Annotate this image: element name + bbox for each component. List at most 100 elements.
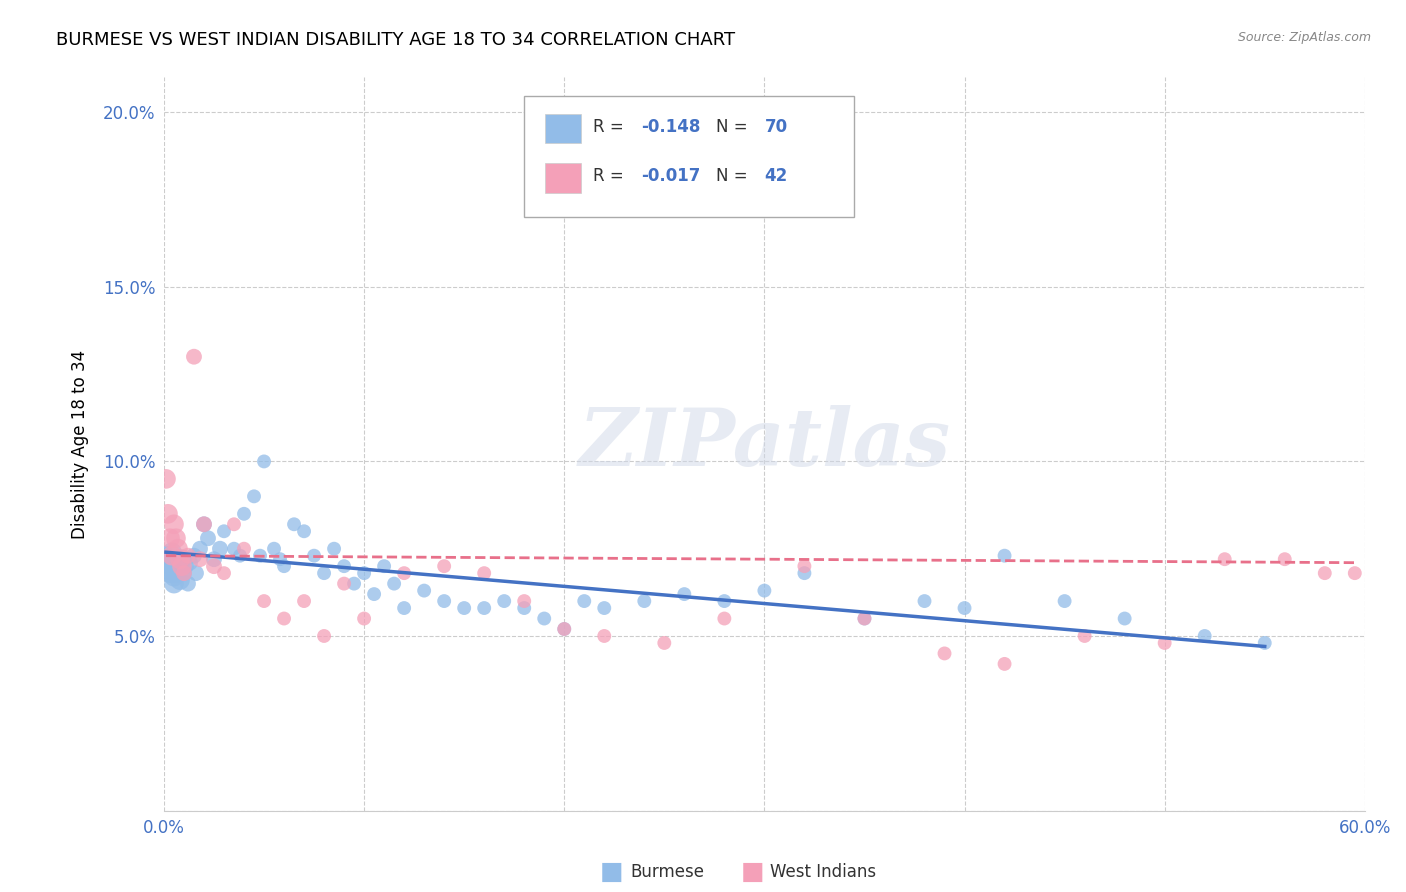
Point (914, 594, 936, 608)
Point (163, 576, 186, 591)
Point (853, 611, 876, 625)
Point (333, 576, 356, 591)
Point (243, 489, 266, 503)
Point (273, 611, 295, 625)
Point (156, 563, 179, 577)
Point (159, 556, 181, 570)
Point (263, 541, 285, 556)
Point (453, 601, 475, 615)
FancyBboxPatch shape (544, 114, 581, 144)
Point (433, 594, 456, 608)
Point (353, 566, 375, 581)
Point (212, 566, 235, 581)
Point (1254, 636, 1277, 650)
Point (167, 541, 190, 556)
Point (159, 531, 181, 545)
Point (173, 566, 195, 581)
Point (155, 472, 177, 486)
Point (953, 601, 976, 615)
Text: R =: R = (593, 119, 628, 136)
Point (170, 559, 193, 574)
Point (169, 573, 191, 587)
FancyBboxPatch shape (524, 95, 855, 217)
Point (165, 556, 187, 570)
Point (392, 566, 415, 581)
Point (163, 569, 186, 583)
Point (472, 601, 495, 615)
Point (183, 549, 205, 563)
Point (533, 611, 555, 625)
Point (169, 552, 191, 566)
Point (513, 601, 536, 615)
Point (433, 559, 456, 574)
Point (574, 594, 596, 608)
Point (1194, 629, 1216, 643)
Text: Burmese: Burmese (630, 863, 704, 881)
Point (202, 552, 225, 566)
Text: 70: 70 (765, 119, 787, 136)
Text: -0.148: -0.148 (641, 119, 700, 136)
Point (233, 541, 256, 556)
FancyBboxPatch shape (544, 163, 581, 193)
Point (1153, 636, 1175, 650)
Point (323, 541, 346, 556)
Y-axis label: Disability Age 18 to 34: Disability Age 18 to 34 (72, 350, 89, 539)
Point (472, 566, 495, 581)
Point (253, 594, 276, 608)
Point (993, 657, 1015, 671)
Point (188, 541, 211, 556)
Point (184, 566, 207, 581)
Point (593, 629, 616, 643)
Text: -0.017: -0.017 (641, 168, 700, 186)
Point (312, 566, 335, 581)
Point (1344, 566, 1367, 581)
Point (513, 594, 536, 608)
Point (1114, 611, 1136, 625)
Text: BURMESE VS WEST INDIAN DISABILITY AGE 18 TO 34 CORRELATION CHART: BURMESE VS WEST INDIAN DISABILITY AGE 18… (56, 31, 735, 49)
Text: ■: ■ (741, 861, 763, 884)
Point (159, 566, 181, 581)
Point (160, 545, 183, 559)
Point (373, 559, 395, 574)
Point (183, 350, 205, 364)
Point (553, 622, 575, 636)
Point (167, 563, 190, 577)
Text: ZIPatlas: ZIPatlas (578, 405, 950, 483)
Point (312, 629, 335, 643)
Text: R =: R = (593, 168, 628, 186)
Text: Source: ZipAtlas.com: Source: ZipAtlas.com (1237, 31, 1371, 45)
Point (993, 549, 1015, 563)
Point (160, 559, 183, 574)
Point (713, 611, 735, 625)
Point (652, 636, 675, 650)
Point (163, 517, 186, 532)
Point (233, 507, 256, 521)
Point (193, 517, 215, 532)
Point (283, 517, 305, 532)
Point (793, 566, 815, 581)
Point (413, 583, 436, 598)
Point (202, 559, 225, 574)
Point (494, 594, 516, 608)
Point (292, 524, 315, 539)
Point (593, 601, 616, 615)
Point (853, 611, 876, 625)
Point (222, 517, 245, 532)
Point (156, 552, 179, 566)
Point (229, 549, 252, 563)
Point (1053, 594, 1076, 608)
Point (156, 507, 179, 521)
Point (208, 541, 231, 556)
Point (188, 552, 211, 566)
Point (1213, 552, 1236, 566)
Point (713, 594, 735, 608)
Point (197, 531, 219, 545)
Point (934, 647, 956, 661)
Text: 42: 42 (765, 168, 787, 186)
Text: ■: ■ (600, 861, 623, 884)
Point (269, 552, 291, 566)
Point (302, 549, 325, 563)
Text: N =: N = (716, 168, 754, 186)
Point (177, 576, 200, 591)
Point (212, 524, 235, 539)
